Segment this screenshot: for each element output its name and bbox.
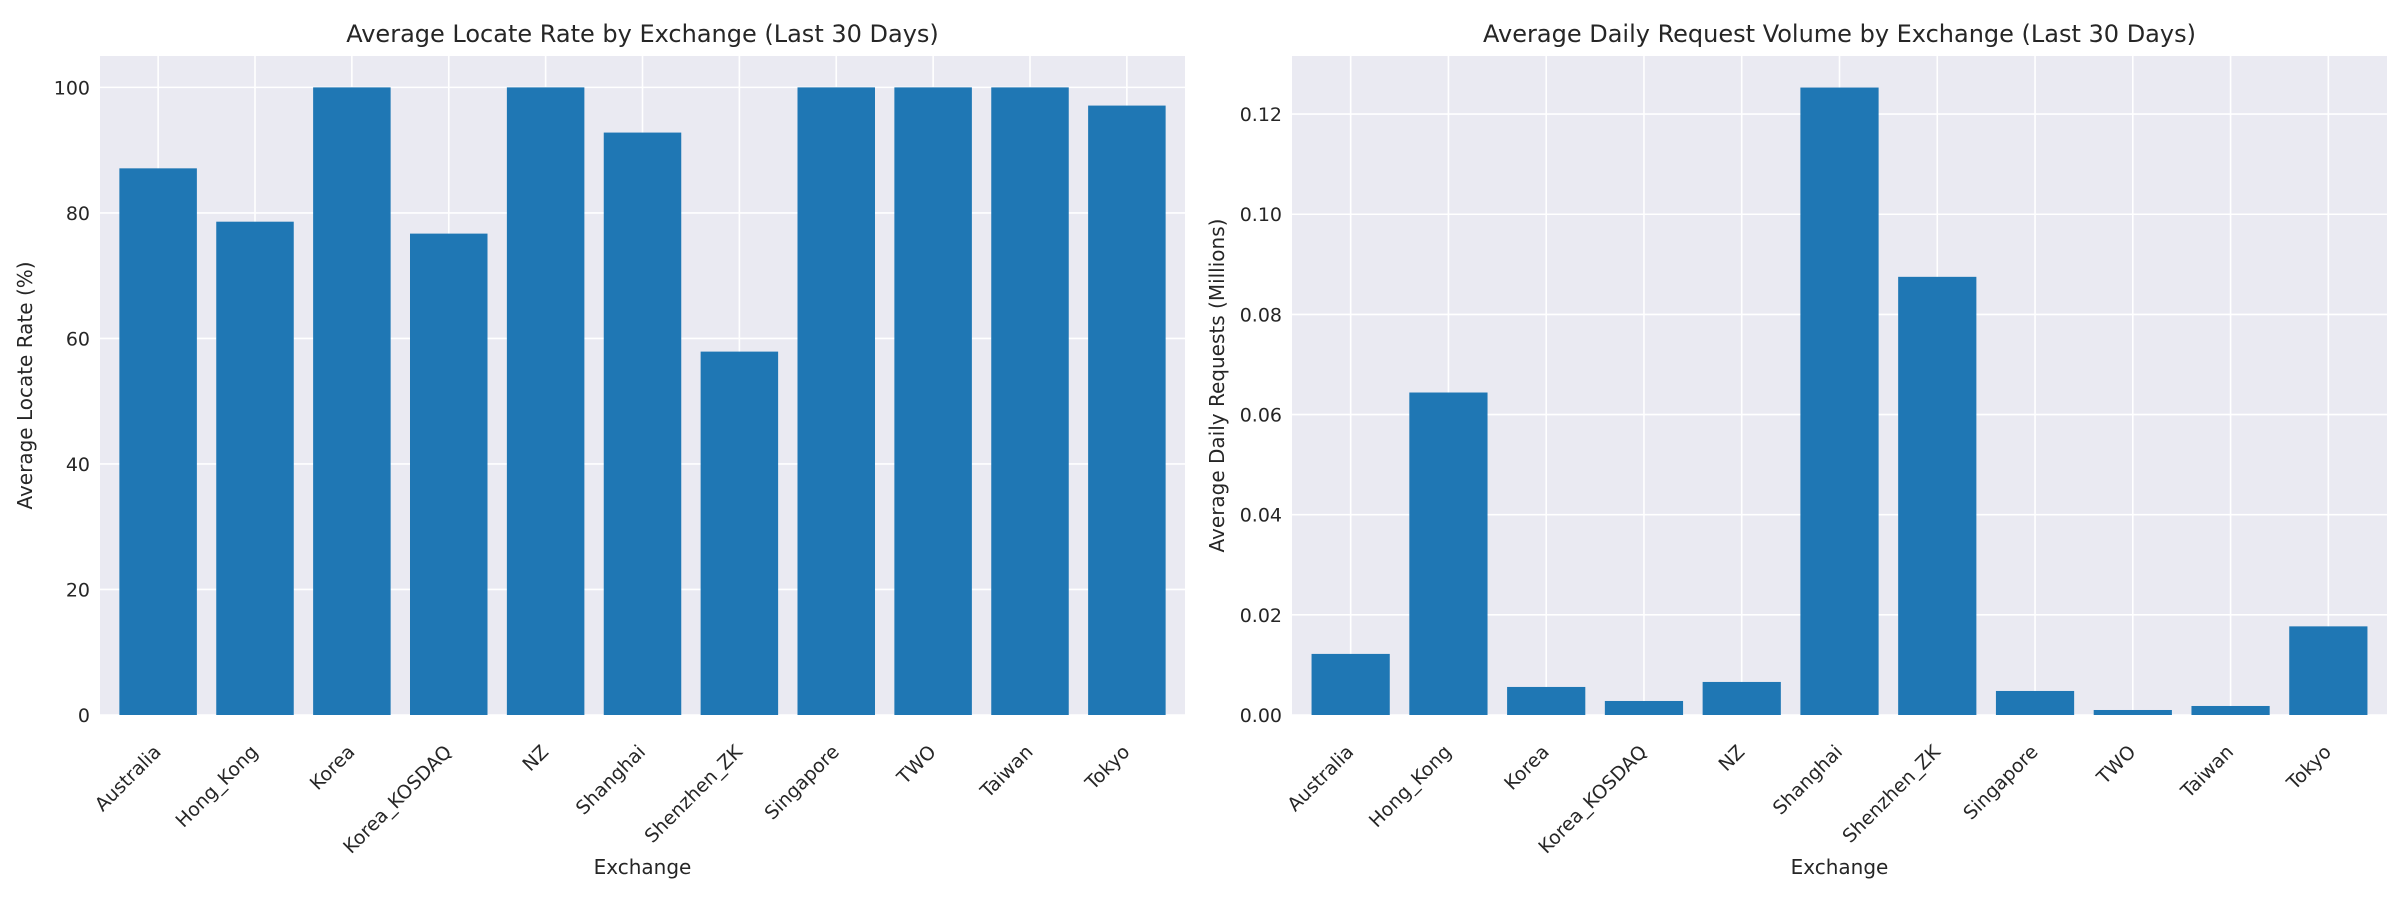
y-tick-labels: 0.00 0.02 0.04 0.06 0.08 0.10 0.12 <box>1240 104 1282 727</box>
bar-taiwan <box>991 87 1069 715</box>
x-tick-label: Australia <box>1283 741 1358 816</box>
y-tick-label: 0.12 <box>1240 104 1282 126</box>
y-tick-label: 100 <box>54 77 90 99</box>
x-tick-label: Tokyo <box>1081 741 1135 795</box>
bar-singapore <box>797 87 875 715</box>
y-tick-label: 40 <box>66 454 90 476</box>
bar-tokyo <box>1088 105 1166 715</box>
chart-title: Average Daily Request Volume by Exchange… <box>1483 20 2196 48</box>
y-tick-label: 0.10 <box>1240 204 1282 226</box>
bar-australia <box>119 168 197 715</box>
bar-hong-kong <box>216 221 294 716</box>
y-tick-label: 0.04 <box>1240 505 1282 527</box>
bar-shenzhen-zk <box>700 351 779 715</box>
x-tick-label: Hong_Kong <box>1365 741 1456 832</box>
x-tick-label: Shenzhen_ZK <box>640 741 747 848</box>
x-tick-label: NZ <box>1714 741 1749 776</box>
bar-nz <box>1702 681 1781 715</box>
y-tick-label: 60 <box>66 328 90 350</box>
y-tick-label: 0.02 <box>1240 605 1282 627</box>
x-tick-label: Shanghai <box>1769 741 1847 819</box>
y-tick-label: 20 <box>66 579 90 601</box>
x-tick-label: Shenzhen_ZK <box>1838 741 1945 848</box>
x-tick-label: Korea_KOSDAQ <box>1534 741 1651 858</box>
bar-korea <box>1507 686 1586 715</box>
bar-taiwan <box>2191 705 2270 715</box>
bar-korea <box>313 87 391 715</box>
x-axis-label: Exchange <box>1791 855 1889 879</box>
x-axis-label: Exchange <box>594 855 692 879</box>
bars <box>119 87 1166 716</box>
x-tick-label: TWO <box>2092 741 2140 789</box>
x-tick-label: Australia <box>91 741 166 816</box>
bar-korea-kosdaq <box>410 233 488 715</box>
bar-tokyo <box>2289 626 2368 715</box>
x-tick-label: Tokyo <box>2282 741 2336 795</box>
x-tick-label: TWO <box>892 741 940 789</box>
bar-singapore <box>1995 690 2075 715</box>
request-volume-chart: 0.00 0.02 0.04 0.06 0.08 0.10 0.12 Australia Ho… <box>1205 20 2387 879</box>
bar-nz <box>506 87 585 715</box>
bar-two <box>894 87 972 715</box>
y-tick-label: 0.06 <box>1240 405 1282 427</box>
x-tick-label: Korea <box>1500 741 1554 795</box>
bars <box>1311 87 2368 716</box>
chart-title: Average Locate Rate by Exchange (Last 30… <box>346 20 939 48</box>
x-tick-label: Singapore <box>1959 741 2042 824</box>
y-axis-label: Average Daily Requests (Millions) <box>1205 219 1229 553</box>
bar-shanghai <box>603 132 682 715</box>
x-tick-label: Taiwan <box>976 741 1038 803</box>
y-tick-label: 0.08 <box>1240 304 1282 326</box>
x-tick-label: Shanghai <box>572 741 650 819</box>
y-axis-label: Average Locate Rate (%) <box>13 261 37 509</box>
bar-two <box>2093 709 2172 715</box>
bar-korea-kosdaq <box>1604 700 1684 715</box>
x-tick-label: Taiwan <box>2176 741 2238 803</box>
bar-australia <box>1311 653 1390 715</box>
bar-hong-kong <box>1409 392 1488 715</box>
y-tick-label: 0.00 <box>1240 705 1282 727</box>
x-tick-label: Singapore <box>760 741 843 824</box>
x-tick-label: NZ <box>518 741 553 776</box>
y-tick-labels: 0 20 40 60 80 100 <box>54 77 90 727</box>
x-tick-label: Hong_Kong <box>171 741 262 832</box>
bar-shanghai <box>1800 87 1879 716</box>
bar-shenzhen-zk <box>1898 276 1977 715</box>
y-tick-label: 0 <box>78 705 90 727</box>
y-tick-label: 80 <box>66 203 90 225</box>
x-tick-label: Korea <box>306 741 360 795</box>
